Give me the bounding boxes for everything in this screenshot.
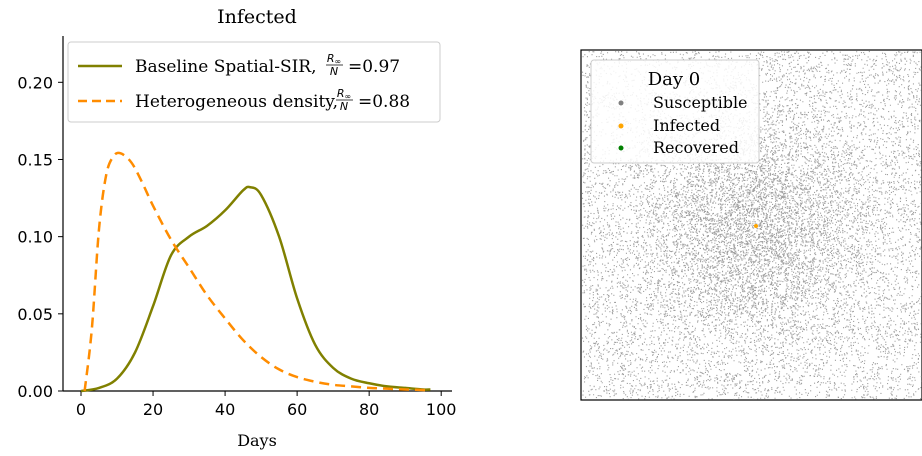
x-axis-label: Days: [237, 431, 277, 450]
y-tick-label: 0.05: [17, 305, 53, 324]
legend-value-heterogeneous: =0.88: [358, 92, 410, 112]
series-line-baseline: [81, 187, 430, 391]
y-tick-label: 0.00: [17, 382, 53, 401]
y-tick-label: 0.15: [17, 150, 53, 169]
legend-value-baseline: =0.97: [348, 57, 400, 77]
legend-marker-infected: [619, 124, 624, 129]
population-scatter: Day 0 Susceptible Infected Recovered: [581, 50, 922, 400]
x-tick-label: 80: [359, 400, 379, 419]
x-tick-label: 0: [76, 400, 86, 419]
infected-line-chart: Infected 0 20 40 60 80 100 0.00 0.05 0.10 0.15 0.2…: [17, 6, 456, 450]
scatter-legend: Day 0 Susceptible Infected Recovered: [591, 60, 759, 163]
chart-title: Infected: [217, 6, 297, 28]
legend-marker-susceptible: [619, 101, 624, 106]
series-lines: [81, 153, 430, 391]
y-tick-label: 0.10: [17, 228, 53, 247]
x-tick-label: 60: [287, 400, 307, 419]
legend-marker-recovered: [619, 146, 624, 151]
scatter-legend-title: Day 0: [648, 69, 701, 90]
x-tick-label: 20: [143, 400, 163, 419]
x-tick-label: 40: [215, 400, 235, 419]
legend-label-heterogeneous: Heterogeneous density,: [135, 92, 338, 112]
x-tick-label: 100: [426, 400, 457, 419]
legend-label-baseline: Baseline Spatial-SIR,: [135, 57, 317, 77]
svg-text:N: N: [330, 65, 338, 78]
legend-label-recovered: Recovered: [653, 138, 739, 157]
infected-point: [754, 224, 758, 228]
legend-label-susceptible: Susceptible: [653, 93, 748, 112]
chart-legend: Baseline Spatial-SIR, R∞ N =0.97 Heterog…: [68, 42, 440, 122]
legend-label-infected: Infected: [653, 116, 720, 135]
y-tick-label: 0.20: [17, 73, 53, 92]
svg-text:N: N: [340, 100, 348, 113]
